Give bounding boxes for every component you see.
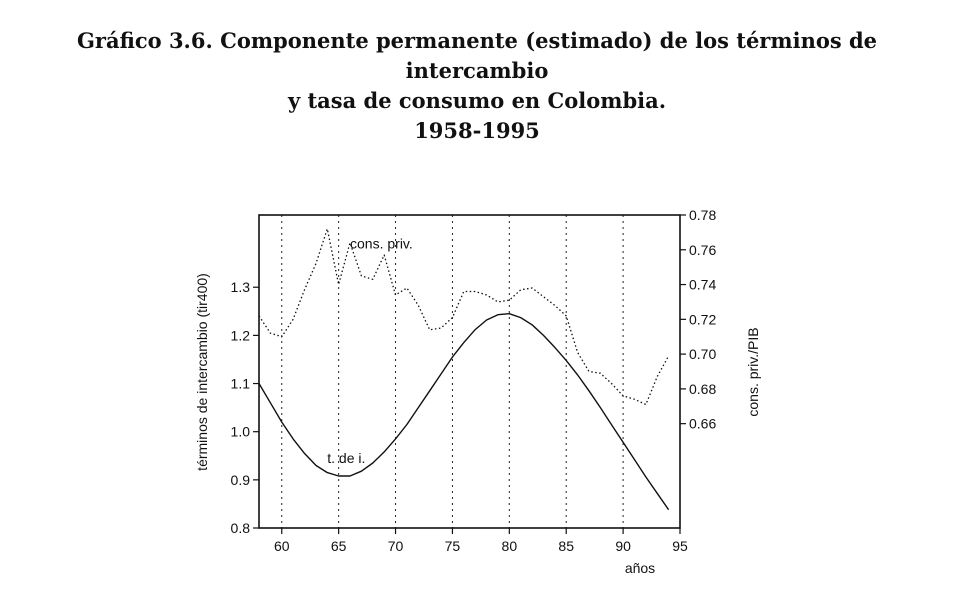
x-axis-label: años [625, 560, 655, 576]
y-right-tick-label-1: 0.68 [689, 381, 716, 397]
x-tick-label-85: 85 [558, 538, 574, 554]
x-tick-label-90: 90 [615, 538, 631, 554]
y-right-tick-label-6: 0.78 [689, 207, 716, 223]
y-right-tick-label-4: 0.74 [689, 277, 716, 293]
y-left-tick-label-5: 1.3 [231, 279, 251, 295]
series-line-cons-priv [258, 228, 670, 406]
title-line-3: y tasa de consumo en Colombia. [287, 88, 667, 113]
y-left-tick-label-4: 1.2 [231, 327, 251, 343]
chart-title: Gráfico 3.6. Componente permanente (esti… [0, 26, 954, 146]
y-left-tick-label-0: 0.8 [231, 520, 251, 536]
y-axis-right: 0.66 0.68 0.70 0.72 0.74 0.76 0.78 [680, 207, 716, 432]
x-tick-label-65: 65 [331, 538, 347, 554]
x-tick-label-70: 70 [388, 538, 404, 554]
title-line-4: 1958-1995 [414, 118, 540, 143]
plot-frame [258, 214, 681, 529]
y-axis-left-label: términos de intercambio (tir400) [194, 273, 210, 471]
annotations: cons. priv. t. de i. [327, 236, 413, 466]
series-line-terms-of-trade [258, 313, 670, 511]
y-right-tick-label-5: 0.76 [689, 242, 716, 258]
y-right-tick-label-0: 0.66 [689, 416, 716, 432]
series-group [258, 228, 670, 511]
y-left-tick-label-2: 1.0 [231, 424, 251, 440]
x-tick-label-80: 80 [502, 538, 518, 554]
y-left-tick-label-3: 1.1 [231, 376, 251, 392]
y-axis-left: 0.8 0.9 1.0 1.1 1.2 1.3 [231, 279, 259, 536]
title-line-2: intercambio [405, 58, 549, 83]
x-tick-label-60: 60 [274, 538, 290, 554]
y-right-tick-label-3: 0.72 [689, 311, 716, 327]
x-tick-label-95: 95 [672, 538, 688, 554]
x-axis: 60 65 70 75 80 85 90 95 [274, 528, 688, 554]
x-tick-label-75: 75 [445, 538, 461, 554]
y-right-tick-label-2: 0.70 [689, 346, 716, 362]
gridlines [281, 215, 624, 528]
y-axis-right-label: cons. priv./PIB [745, 327, 761, 416]
y-left-tick-label-1: 0.9 [231, 472, 251, 488]
annotation-label-0: cons. priv. [350, 236, 413, 252]
annotation-label-1: t. de i. [327, 450, 365, 466]
title-line-1: Gráfico 3.6. Componente permanente (esti… [76, 28, 878, 53]
